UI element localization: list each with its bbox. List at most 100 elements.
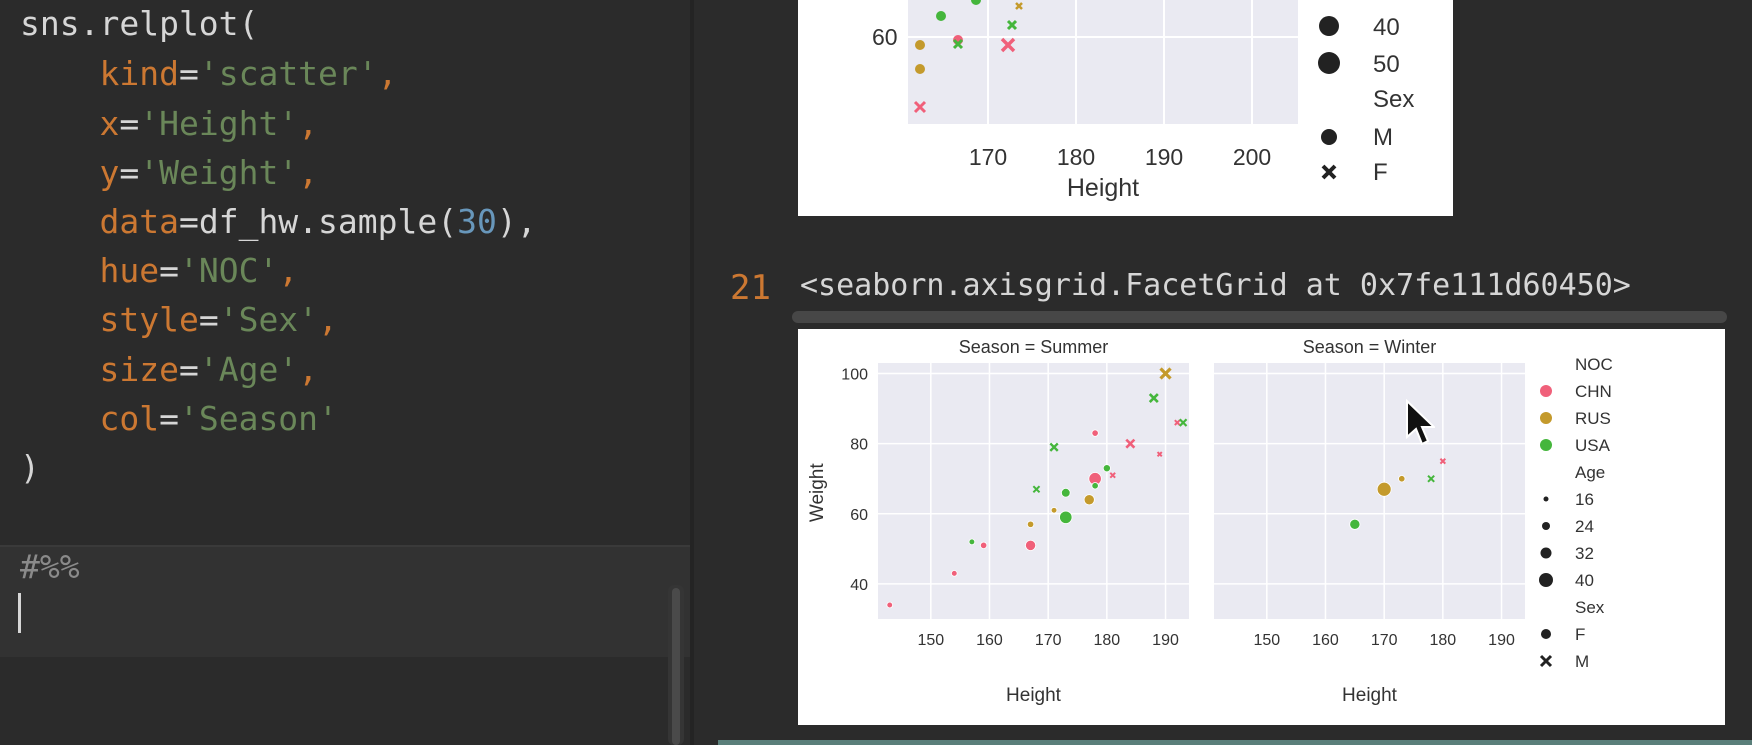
code-token: = xyxy=(159,251,179,290)
data-point xyxy=(1174,419,1181,426)
code-line[interactable]: y='Weight', xyxy=(20,153,318,192)
code-token: size xyxy=(99,350,179,389)
previous-plot-output: 60 170 180 190 200 Height 40 50 Sex M F xyxy=(798,0,1453,216)
x-tick-label: 170 xyxy=(969,144,1007,170)
code-token xyxy=(20,300,99,339)
code-token: y xyxy=(99,153,120,192)
data-point xyxy=(1025,539,1037,551)
y-tick-label: 60 xyxy=(872,24,898,50)
code-line[interactable]: sns.relplot( xyxy=(20,4,258,43)
code-token: data xyxy=(99,202,179,241)
data-point xyxy=(1125,438,1136,449)
code-token: 'Weight' xyxy=(139,153,299,192)
code-token xyxy=(20,54,99,93)
legend-marker xyxy=(1321,129,1337,145)
data-point xyxy=(952,38,964,50)
data-point xyxy=(1109,472,1116,479)
data-point xyxy=(1050,507,1058,514)
code-token: , xyxy=(298,153,319,192)
code-line[interactable]: hue='NOC', xyxy=(20,251,298,290)
code-token: 'scatter' xyxy=(198,54,378,93)
data-point xyxy=(1026,520,1035,528)
data-point xyxy=(1083,494,1095,506)
code-token: , xyxy=(298,350,319,389)
code-token xyxy=(20,350,99,389)
code-token: 'Age' xyxy=(198,350,299,389)
x-tick-label: 200 xyxy=(1233,144,1271,170)
data-point xyxy=(1032,485,1041,494)
pane-splitter[interactable] xyxy=(690,0,694,745)
active-cell[interactable]: #%% xyxy=(0,547,690,657)
code-editor[interactable]: sns.relplot( kind='scatter', x='Height',… xyxy=(0,0,690,745)
data-point xyxy=(915,64,925,74)
code-token: hue xyxy=(99,251,160,290)
code-line[interactable]: size='Age', xyxy=(20,350,318,389)
data-point xyxy=(1059,510,1073,524)
editor-scrollbar-thumb[interactable] xyxy=(672,588,680,745)
code-token xyxy=(20,153,99,192)
legend-marker xyxy=(1539,654,1553,668)
data-point xyxy=(1000,37,1016,53)
legend-marker xyxy=(1539,573,1553,587)
code-token: = xyxy=(198,300,219,339)
data-point xyxy=(913,100,927,114)
cell-divider xyxy=(0,545,690,547)
x-axis-label: Height xyxy=(1342,685,1398,706)
data-point xyxy=(968,538,976,546)
data-point xyxy=(979,541,988,550)
status-bar-edge xyxy=(718,740,1752,745)
x-tick-label: 190 xyxy=(1488,632,1515,649)
facetgrid-figure: 40 60 80 100 150 160 170 180 190 Season = Summer H… xyxy=(798,329,1725,725)
y-tick-label: 100 xyxy=(841,367,868,384)
code-token: 'NOC' xyxy=(178,251,279,290)
data-point xyxy=(1439,458,1447,465)
x-tick-label: 180 xyxy=(1429,632,1456,649)
code-line[interactable]: x='Height', xyxy=(20,104,318,143)
x-tick-label: 180 xyxy=(1093,632,1120,649)
data-point xyxy=(936,11,946,21)
legend-title: NOC xyxy=(1575,355,1613,374)
y-tick-label: 80 xyxy=(850,437,868,454)
code-line[interactable]: data=df_hw.sample(30), xyxy=(20,202,537,241)
code-token xyxy=(20,399,99,438)
data-point xyxy=(1148,393,1159,404)
legend-title: Sex xyxy=(1373,86,1414,113)
x-tick-label: 150 xyxy=(917,632,944,649)
data-point xyxy=(886,601,894,609)
code-token xyxy=(20,251,99,290)
legend-label: 24 xyxy=(1575,517,1594,536)
legend-label: RUS xyxy=(1575,409,1611,428)
x-tick-label: 190 xyxy=(1152,632,1179,649)
legend-label: M xyxy=(1373,124,1393,151)
code-token: ), xyxy=(496,202,537,241)
data-point xyxy=(1006,19,1018,31)
panel-title: Season = Summer xyxy=(959,337,1109,357)
code-line[interactable]: kind='scatter', xyxy=(20,54,398,93)
code-token: , xyxy=(377,54,398,93)
legend-label: F xyxy=(1373,159,1388,186)
code-token: , xyxy=(318,300,338,339)
output-horizontal-scrollbar[interactable] xyxy=(792,311,1727,323)
code-line[interactable]: ) xyxy=(20,448,40,487)
x-tick-label: 190 xyxy=(1145,144,1183,170)
data-point xyxy=(1376,481,1392,497)
legend-label: 32 xyxy=(1575,544,1594,563)
legend-marker xyxy=(1543,496,1549,502)
code-token: , xyxy=(298,104,319,143)
code-line[interactable]: style='Sex', xyxy=(20,300,338,339)
code-token: sns.relplot( xyxy=(20,4,259,43)
text-caret xyxy=(18,593,21,633)
legend-marker xyxy=(1318,52,1340,74)
legend-marker xyxy=(1540,412,1552,424)
x-tick-label: 180 xyxy=(1057,144,1095,170)
x-tick-label: 160 xyxy=(1312,632,1339,649)
code-line[interactable]: col='Season' xyxy=(20,399,337,438)
cell-marker: #%% xyxy=(20,547,80,586)
legend-label: M xyxy=(1575,652,1589,671)
x-tick-label: 150 xyxy=(1253,632,1280,649)
plot-area xyxy=(908,0,1298,124)
x-tick-label: 170 xyxy=(1371,632,1398,649)
scatter-chart: 40 60 80 100 150 160 170 180 190 Season = Summer H… xyxy=(807,337,1613,706)
y-axis-label: Weight xyxy=(807,463,828,523)
data-point xyxy=(951,570,958,577)
